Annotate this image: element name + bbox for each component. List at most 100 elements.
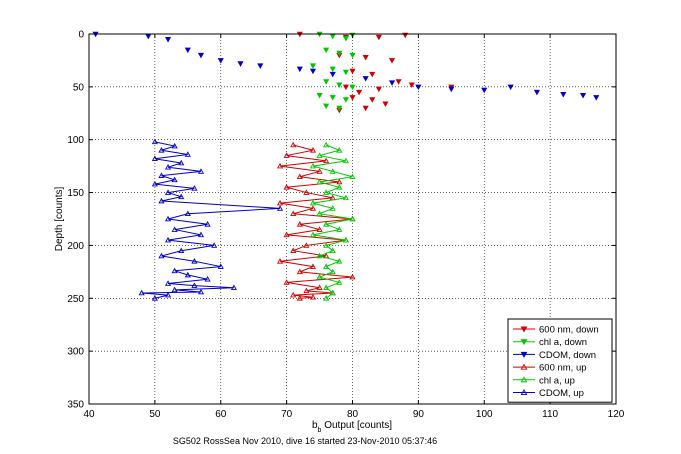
data-point	[191, 258, 198, 264]
legend-swatch-marker	[520, 376, 528, 383]
data-point	[342, 84, 349, 91]
data-point	[276, 205, 284, 211]
data-point	[560, 91, 567, 98]
data-point	[316, 273, 323, 280]
data-point	[336, 226, 343, 232]
x-tick-label: 110	[542, 409, 558, 420]
data-point	[329, 289, 336, 296]
data-point	[316, 93, 323, 99]
x-axis-label-main: b	[312, 420, 318, 431]
legend-swatch-marker	[520, 363, 528, 370]
legend-label: chl a, up	[539, 375, 575, 386]
data-point	[362, 105, 369, 112]
data-point	[349, 273, 356, 280]
legend-swatch-marker	[520, 351, 528, 358]
data-point	[184, 271, 191, 278]
data-point	[336, 184, 343, 190]
data-point	[191, 185, 198, 191]
data-point	[323, 103, 330, 110]
data-point	[579, 93, 587, 99]
data-point	[296, 268, 303, 275]
data-point	[151, 180, 158, 187]
data-point	[323, 221, 330, 227]
data-point	[323, 284, 330, 291]
data-point	[388, 80, 396, 86]
data-point	[336, 50, 343, 57]
data-point	[158, 252, 165, 259]
data-point	[316, 252, 323, 259]
data-point	[164, 36, 172, 43]
data-point	[323, 141, 330, 148]
data-point	[309, 294, 317, 300]
data-point	[309, 162, 317, 169]
data-point	[164, 189, 172, 195]
data-point	[408, 82, 415, 88]
data-point	[316, 178, 323, 185]
data-point	[349, 173, 356, 180]
y-tick-label: 250	[67, 294, 84, 305]
data-point	[309, 263, 317, 269]
x-tick-label: 50	[149, 409, 161, 420]
data-point	[323, 295, 330, 301]
data-point	[276, 258, 284, 264]
legend-label: 600 nm, down	[539, 325, 599, 336]
data-point	[171, 286, 178, 293]
data-point	[204, 221, 211, 227]
data-point	[342, 97, 349, 103]
data-point	[290, 210, 297, 217]
legend-swatch-marker	[520, 339, 528, 346]
data-point	[283, 231, 290, 238]
data-point	[342, 35, 349, 42]
data-point	[290, 291, 297, 298]
data-point	[184, 210, 191, 217]
data-point	[178, 193, 185, 200]
data-point	[323, 47, 330, 54]
data-point	[593, 95, 600, 101]
data-point	[329, 71, 336, 78]
data-point	[329, 95, 336, 101]
data-point	[336, 147, 343, 153]
data-point	[151, 155, 158, 162]
data-point	[276, 199, 284, 206]
data-point	[309, 199, 317, 206]
legend-label: CDOM, up	[539, 388, 584, 399]
data-point	[296, 295, 303, 301]
data-point	[342, 157, 349, 164]
data-point	[164, 215, 172, 222]
data-point	[211, 242, 218, 248]
data-point	[309, 63, 317, 69]
data-point	[448, 86, 455, 93]
data-point	[309, 68, 317, 75]
data-point	[388, 58, 396, 64]
data-point	[323, 157, 330, 164]
x-tick-label: 80	[347, 409, 359, 420]
data-point	[375, 34, 382, 41]
data-point	[296, 221, 303, 227]
x-tick-label: 120	[608, 409, 625, 420]
data-point	[303, 242, 310, 248]
y-tick-label: 0	[78, 30, 84, 41]
y-tick-label: 350	[67, 400, 84, 411]
data-point	[237, 61, 244, 67]
data-point	[303, 287, 310, 294]
data-point	[342, 236, 349, 243]
data-point	[336, 178, 343, 185]
data-point	[158, 147, 165, 153]
data-point	[349, 95, 356, 101]
data-point	[184, 47, 191, 54]
y-axis-label: Depth [counts]	[54, 187, 65, 252]
data-point	[362, 76, 369, 82]
data-point	[290, 247, 297, 254]
data-point	[329, 205, 336, 211]
data-point	[276, 162, 284, 169]
data-point	[197, 52, 205, 59]
y-tick-label: 200	[67, 241, 84, 252]
data-point	[164, 163, 172, 170]
data-point	[323, 242, 330, 248]
data-point	[171, 226, 178, 232]
data-point	[309, 231, 317, 238]
data-point	[303, 189, 310, 195]
data-point	[296, 173, 303, 180]
